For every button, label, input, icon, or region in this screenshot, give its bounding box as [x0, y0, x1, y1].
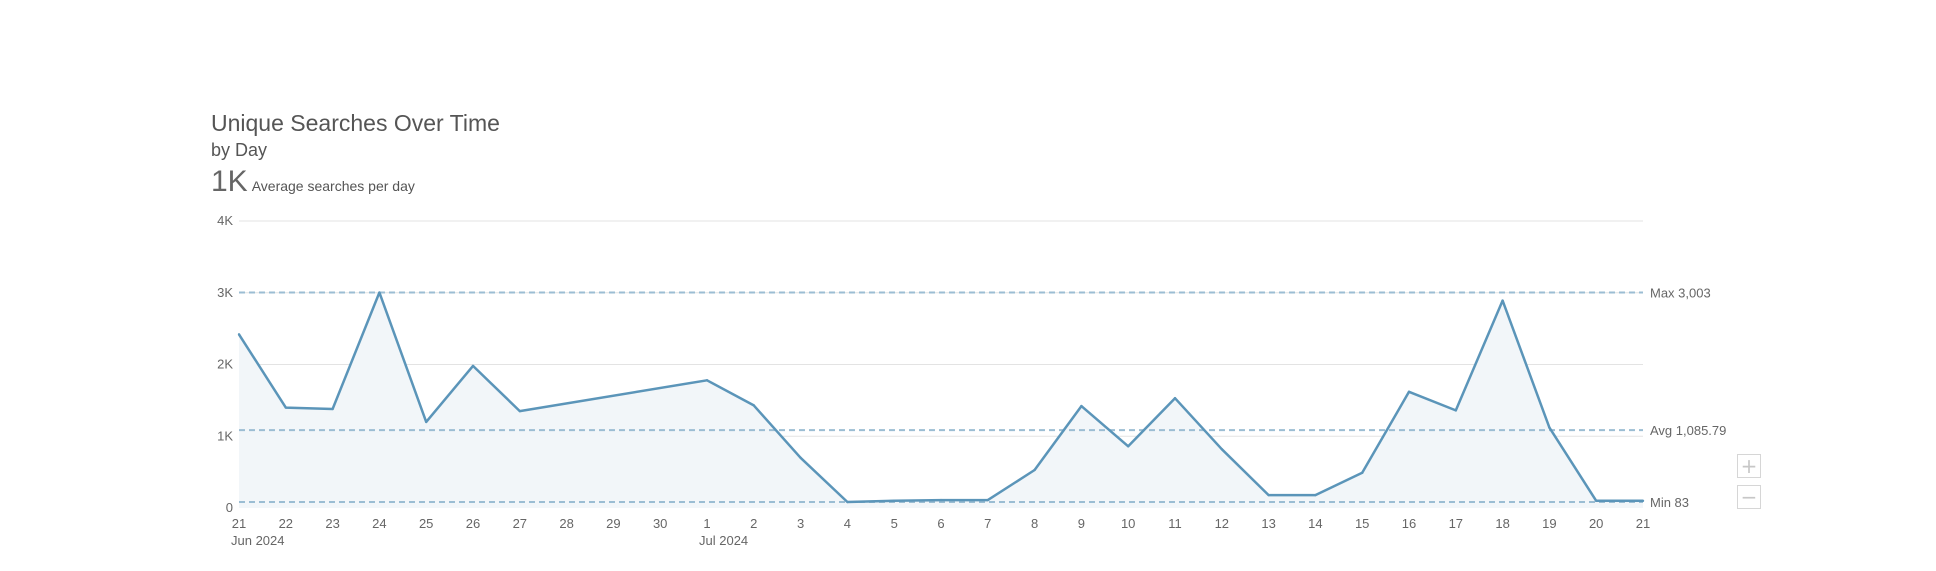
x-tick-label: 4 — [844, 516, 851, 531]
x-period-label: Jul 2024 — [699, 533, 748, 548]
y-tick-label: 0 — [226, 500, 233, 515]
x-tick-label: 21 — [1636, 516, 1650, 531]
x-tick-label: 12 — [1215, 516, 1229, 531]
data-point — [986, 498, 989, 502]
x-tick-label: 10 — [1121, 516, 1135, 531]
data-point — [752, 404, 755, 407]
series-line — [237, 291, 1643, 504]
plus-icon: + — [1740, 454, 1758, 478]
data-point — [1220, 447, 1224, 451]
series-line-layer — [237, 291, 1645, 504]
reference-line-label: Min 83 — [1650, 495, 1689, 510]
x-tick-label: 22 — [279, 516, 293, 531]
data-point — [1080, 404, 1083, 408]
summary-stat: 1K Average searches per day — [211, 166, 500, 203]
y-axis-ticks: 0 1K 2K 3K 4K — [217, 213, 233, 515]
summary-label: Average searches per day — [251, 178, 415, 194]
x-tick-label: 18 — [1495, 516, 1509, 531]
reference-line-label: Avg 1,085.79 — [1650, 423, 1726, 438]
y-tick-label: 3K — [217, 285, 233, 300]
x-tick-label: 15 — [1355, 516, 1369, 531]
data-point — [471, 364, 475, 368]
reference-line-label: Max 3,003 — [1650, 286, 1711, 301]
x-tick-label: 27 — [513, 516, 527, 531]
x-tick-label: 25 — [419, 516, 433, 531]
data-point — [237, 333, 241, 336]
zoom-in-button[interactable]: + — [1737, 454, 1761, 478]
data-point — [1641, 499, 1645, 503]
data-point — [425, 420, 428, 424]
data-point — [331, 407, 334, 411]
x-tick-label: 28 — [559, 516, 573, 531]
x-period-label: Jun 2024 — [231, 533, 285, 548]
y-tick-label: 2K — [217, 357, 233, 372]
x-tick-label: 16 — [1402, 516, 1416, 531]
data-point — [284, 406, 287, 409]
data-point — [1548, 426, 1551, 429]
x-tick-label: 6 — [937, 516, 944, 531]
chart-title: Unique Searches Over Time — [211, 110, 500, 136]
chart-subtitle: by Day — [211, 140, 268, 160]
x-tick-label: 19 — [1542, 516, 1556, 531]
reference-lines: Max 3,003 Avg 1,085.79 Min 83 — [239, 286, 1726, 510]
y-tick-label: 4K — [217, 213, 233, 228]
area-fill — [239, 292, 1643, 508]
data-point — [378, 291, 381, 294]
x-tick-label: 1 — [703, 516, 710, 531]
data-point — [1173, 397, 1177, 400]
x-tick-label: 24 — [372, 516, 386, 531]
x-tick-label: 13 — [1261, 516, 1275, 531]
x-tick-label: 14 — [1308, 516, 1322, 531]
data-point — [705, 379, 709, 382]
data-point — [1033, 468, 1036, 472]
y-tick-label: 1K — [217, 428, 233, 443]
data-point — [939, 498, 943, 502]
data-point — [518, 409, 521, 413]
x-tick-label: 29 — [606, 516, 620, 531]
x-tick-label: 8 — [1031, 516, 1038, 531]
summary-value: 1K — [211, 165, 248, 198]
x-tick-label: 23 — [325, 516, 339, 531]
x-tick-label: 5 — [891, 516, 898, 531]
x-tick-label: 21 — [232, 516, 246, 531]
x-tick-label: 11 — [1168, 516, 1182, 531]
data-point — [1501, 299, 1504, 302]
zoom-out-button[interactable]: − — [1737, 485, 1761, 509]
data-point — [846, 500, 849, 504]
data-point — [1454, 409, 1458, 412]
data-point — [1314, 493, 1317, 497]
x-tick-label: 9 — [1078, 516, 1085, 531]
x-tick-label: 7 — [984, 516, 991, 531]
data-point — [1127, 445, 1130, 448]
area-fill-layer — [239, 292, 1643, 508]
x-tick-label: 20 — [1589, 516, 1603, 531]
x-tick-label: 30 — [653, 516, 667, 531]
x-tick-label: 26 — [466, 516, 480, 531]
x-tick-label: 17 — [1449, 516, 1463, 531]
data-point — [893, 499, 896, 503]
minus-icon: − — [1740, 485, 1758, 509]
x-axis-ticks: 21 22 23 24 25 26 27 28 29 30 1 2 3 4 5 6 7 8 9 10 11 12 13 14 1… — [231, 516, 1650, 548]
data-point — [1267, 493, 1270, 497]
data-point — [1407, 390, 1411, 393]
data-point — [1361, 471, 1364, 475]
x-tick-label: 3 — [797, 516, 804, 531]
data-point — [799, 456, 802, 459]
chart-header: Unique Searches Over Time by Day 1K Avera… — [211, 108, 500, 203]
data-point — [1595, 499, 1598, 503]
x-tick-label: 2 — [750, 516, 757, 531]
